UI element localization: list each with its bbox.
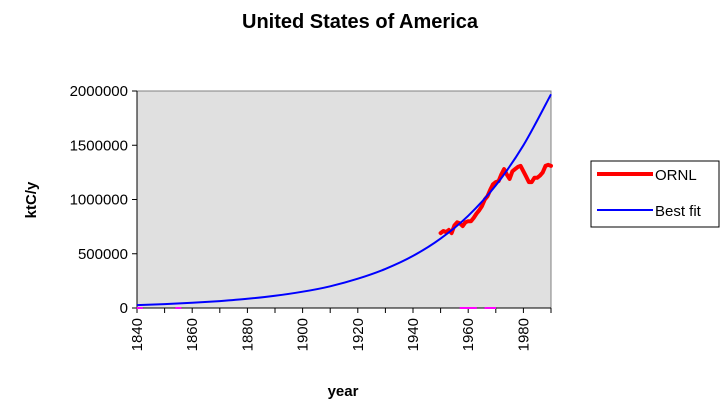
x-tick-label: 1920 [350, 318, 367, 351]
y-tick-label: 0 [120, 300, 128, 317]
legend-label-ornl: ORNL [655, 167, 697, 184]
plot-area [136, 90, 552, 309]
chart-title: United States of America [242, 11, 479, 33]
legend-label-best-fit: Best fit [655, 203, 702, 220]
y-axis-label: ktC/y [23, 181, 40, 218]
x-tick-label: 1980 [515, 318, 532, 351]
y-axis-ticks: 0 500000 1000000 1500000 2000000 [70, 83, 137, 317]
x-tick-label: 1900 [295, 318, 312, 351]
y-tick-label: 500000 [78, 246, 128, 263]
y-tick-label: 1000000 [70, 192, 128, 209]
y-tick-label: 2000000 [70, 83, 128, 100]
x-tick-label: 1860 [184, 318, 201, 351]
x-axis-label: year [328, 383, 359, 400]
x-tick-label: 1960 [460, 318, 477, 351]
x-tick-label: 1880 [239, 318, 256, 351]
series-group [136, 93, 553, 309]
x-tick-label: 1940 [405, 318, 422, 351]
y-tick-label: 1500000 [70, 137, 128, 154]
x-axis-ticks: 1840 1860 1880 1900 1920 1940 1960 1980 [129, 308, 552, 351]
series-line-best-fit [136, 93, 552, 307]
legend: ORNL Best fit [590, 160, 720, 228]
x-tick-label: 1840 [129, 318, 146, 351]
